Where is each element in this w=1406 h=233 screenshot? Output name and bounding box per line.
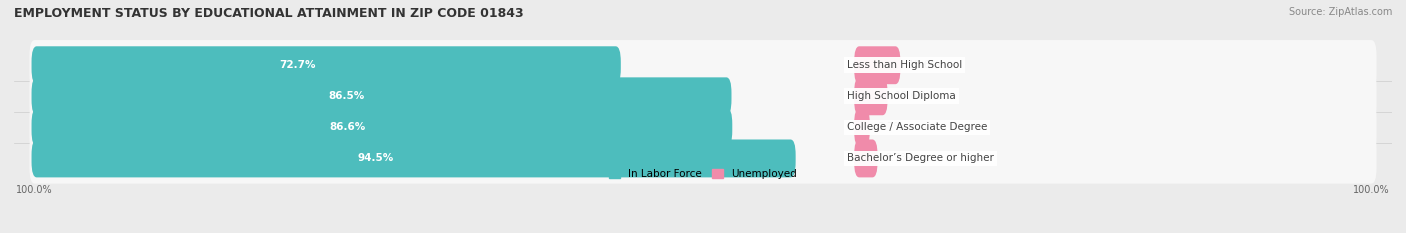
FancyBboxPatch shape (31, 108, 733, 146)
FancyBboxPatch shape (31, 46, 621, 84)
FancyBboxPatch shape (30, 40, 1376, 90)
Text: 6.7%: 6.7% (884, 154, 911, 163)
Text: High School Diploma: High School Diploma (846, 91, 956, 101)
Text: 86.6%: 86.6% (329, 122, 366, 132)
Text: Bachelor’s Degree or higher: Bachelor’s Degree or higher (846, 154, 994, 163)
Text: 10.6%: 10.6% (894, 91, 928, 101)
FancyBboxPatch shape (855, 108, 870, 146)
FancyBboxPatch shape (30, 71, 1376, 121)
Text: 72.7%: 72.7% (278, 60, 315, 70)
FancyBboxPatch shape (855, 140, 877, 177)
Text: EMPLOYMENT STATUS BY EDUCATIONAL ATTAINMENT IN ZIP CODE 01843: EMPLOYMENT STATUS BY EDUCATIONAL ATTAINM… (14, 7, 523, 20)
Text: College / Associate Degree: College / Associate Degree (846, 122, 987, 132)
Text: 15.6%: 15.6% (908, 60, 941, 70)
FancyBboxPatch shape (31, 77, 731, 115)
FancyBboxPatch shape (855, 46, 900, 84)
FancyBboxPatch shape (30, 102, 1376, 153)
Legend: In Labor Force, Unemployed: In Labor Force, Unemployed (605, 165, 801, 184)
Text: 94.5%: 94.5% (357, 154, 394, 163)
Text: Source: ZipAtlas.com: Source: ZipAtlas.com (1288, 7, 1392, 17)
Text: 86.5%: 86.5% (329, 91, 366, 101)
FancyBboxPatch shape (30, 133, 1376, 184)
FancyBboxPatch shape (31, 140, 796, 177)
FancyBboxPatch shape (855, 77, 887, 115)
Text: 3.7%: 3.7% (877, 122, 904, 132)
Text: Less than High School: Less than High School (846, 60, 962, 70)
